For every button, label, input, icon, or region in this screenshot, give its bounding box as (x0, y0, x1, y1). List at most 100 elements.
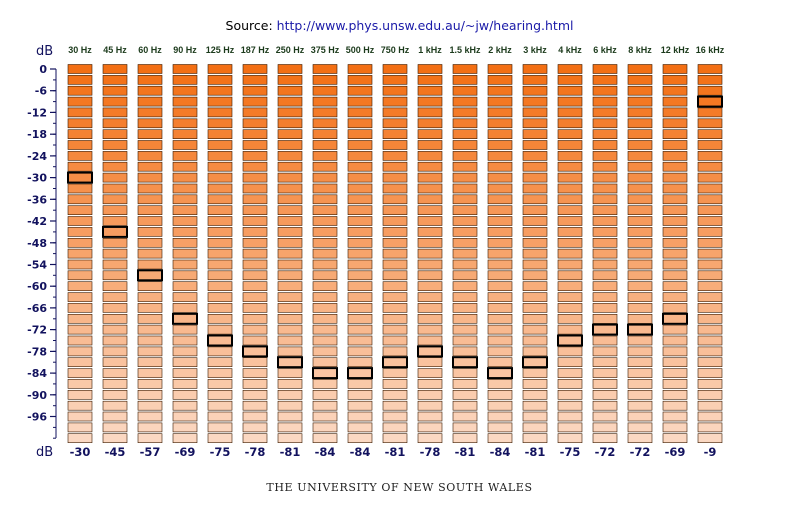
level-cell[interactable] (487, 129, 513, 139)
level-cell[interactable] (662, 433, 688, 444)
level-cell[interactable] (172, 346, 198, 357)
level-cell[interactable] (627, 227, 653, 237)
level-cell[interactable] (172, 129, 198, 139)
level-cell[interactable] (417, 346, 443, 357)
level-cell[interactable] (347, 107, 373, 118)
level-cell[interactable] (557, 216, 583, 226)
level-cell[interactable] (592, 118, 618, 129)
level-cell[interactable] (662, 172, 688, 183)
level-cell[interactable] (347, 379, 373, 389)
level-cell[interactable] (557, 292, 583, 302)
level-cell[interactable] (67, 379, 93, 389)
level-cell[interactable] (242, 216, 268, 226)
level-cell[interactable] (172, 248, 198, 259)
level-cell[interactable] (522, 172, 548, 183)
level-cell[interactable] (137, 400, 163, 411)
level-cell[interactable] (382, 313, 408, 324)
level-cell[interactable] (557, 346, 583, 357)
level-cell[interactable] (242, 172, 268, 183)
level-cell[interactable] (417, 292, 443, 302)
level-cell[interactable] (417, 118, 443, 129)
level-cell[interactable] (592, 335, 618, 346)
level-cell[interactable] (67, 140, 93, 150)
level-cell[interactable] (242, 368, 268, 378)
level-cell[interactable] (592, 75, 618, 85)
level-cell[interactable] (347, 118, 373, 129)
level-cell[interactable] (172, 205, 198, 215)
level-cell[interactable] (67, 346, 93, 357)
source-url[interactable]: http://www.phys.unsw.edu.au/~jw/hearing.… (276, 18, 574, 33)
level-cell[interactable] (557, 411, 583, 422)
level-cell[interactable] (452, 64, 478, 74)
level-cell[interactable] (277, 248, 303, 259)
level-cell[interactable] (242, 433, 268, 444)
level-cell[interactable] (347, 161, 373, 172)
level-cell[interactable] (102, 259, 128, 270)
level-cell[interactable] (277, 346, 303, 357)
level-cell[interactable] (312, 422, 338, 433)
level-cell[interactable] (487, 368, 513, 378)
level-cell[interactable] (137, 194, 163, 205)
level-cell[interactable] (627, 85, 653, 96)
level-cell[interactable] (312, 411, 338, 422)
level-cell[interactable] (347, 411, 373, 422)
level-cell[interactable] (592, 216, 618, 226)
level-cell[interactable] (347, 85, 373, 96)
level-cell[interactable] (207, 313, 233, 324)
level-cell[interactable] (522, 281, 548, 292)
level-cell[interactable] (102, 140, 128, 150)
level-cell[interactable] (207, 85, 233, 96)
level-cell[interactable] (207, 335, 233, 346)
level-cell[interactable] (592, 85, 618, 96)
level-cell[interactable] (312, 118, 338, 129)
level-cell[interactable] (382, 118, 408, 129)
level-cell[interactable] (347, 194, 373, 205)
level-cell[interactable] (522, 292, 548, 302)
level-cell[interactable] (382, 151, 408, 161)
level-cell[interactable] (67, 422, 93, 433)
level-cell[interactable] (242, 400, 268, 411)
level-cell[interactable] (137, 85, 163, 96)
level-cell[interactable] (557, 357, 583, 368)
level-cell[interactable] (697, 324, 723, 335)
level-cell[interactable] (592, 357, 618, 368)
level-cell[interactable] (697, 303, 723, 313)
level-cell[interactable] (417, 194, 443, 205)
level-cell[interactable] (102, 368, 128, 378)
level-cell[interactable] (382, 389, 408, 400)
level-cell[interactable] (382, 183, 408, 194)
level-cell[interactable] (67, 161, 93, 172)
level-cell[interactable] (417, 161, 443, 172)
level-cell[interactable] (452, 324, 478, 335)
level-cell[interactable] (137, 270, 163, 281)
level-cell[interactable] (452, 129, 478, 139)
level-cell[interactable] (347, 324, 373, 335)
level-cell[interactable] (347, 183, 373, 194)
level-cell[interactable] (137, 313, 163, 324)
level-cell[interactable] (312, 433, 338, 444)
level-cell[interactable] (487, 140, 513, 150)
level-cell[interactable] (137, 422, 163, 433)
level-cell[interactable] (242, 411, 268, 422)
level-cell[interactable] (137, 357, 163, 368)
level-cell[interactable] (242, 324, 268, 335)
level-cell[interactable] (487, 259, 513, 270)
level-cell[interactable] (277, 129, 303, 139)
level-cell[interactable] (137, 118, 163, 129)
level-cell[interactable] (242, 292, 268, 302)
level-cell[interactable] (487, 400, 513, 411)
level-cell[interactable] (102, 335, 128, 346)
level-cell[interactable] (277, 205, 303, 215)
level-cell[interactable] (627, 270, 653, 281)
level-cell[interactable] (207, 303, 233, 313)
level-cell[interactable] (382, 400, 408, 411)
level-cell[interactable] (137, 368, 163, 378)
level-cell[interactable] (417, 313, 443, 324)
level-cell[interactable] (487, 357, 513, 368)
level-cell[interactable] (172, 183, 198, 194)
level-cell[interactable] (102, 96, 128, 107)
level-cell[interactable] (382, 346, 408, 357)
level-cell[interactable] (592, 107, 618, 118)
level-cell[interactable] (697, 411, 723, 422)
level-cell[interactable] (137, 259, 163, 270)
